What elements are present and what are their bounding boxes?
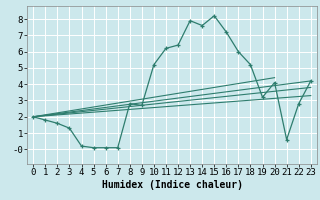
X-axis label: Humidex (Indice chaleur): Humidex (Indice chaleur) — [101, 180, 243, 190]
